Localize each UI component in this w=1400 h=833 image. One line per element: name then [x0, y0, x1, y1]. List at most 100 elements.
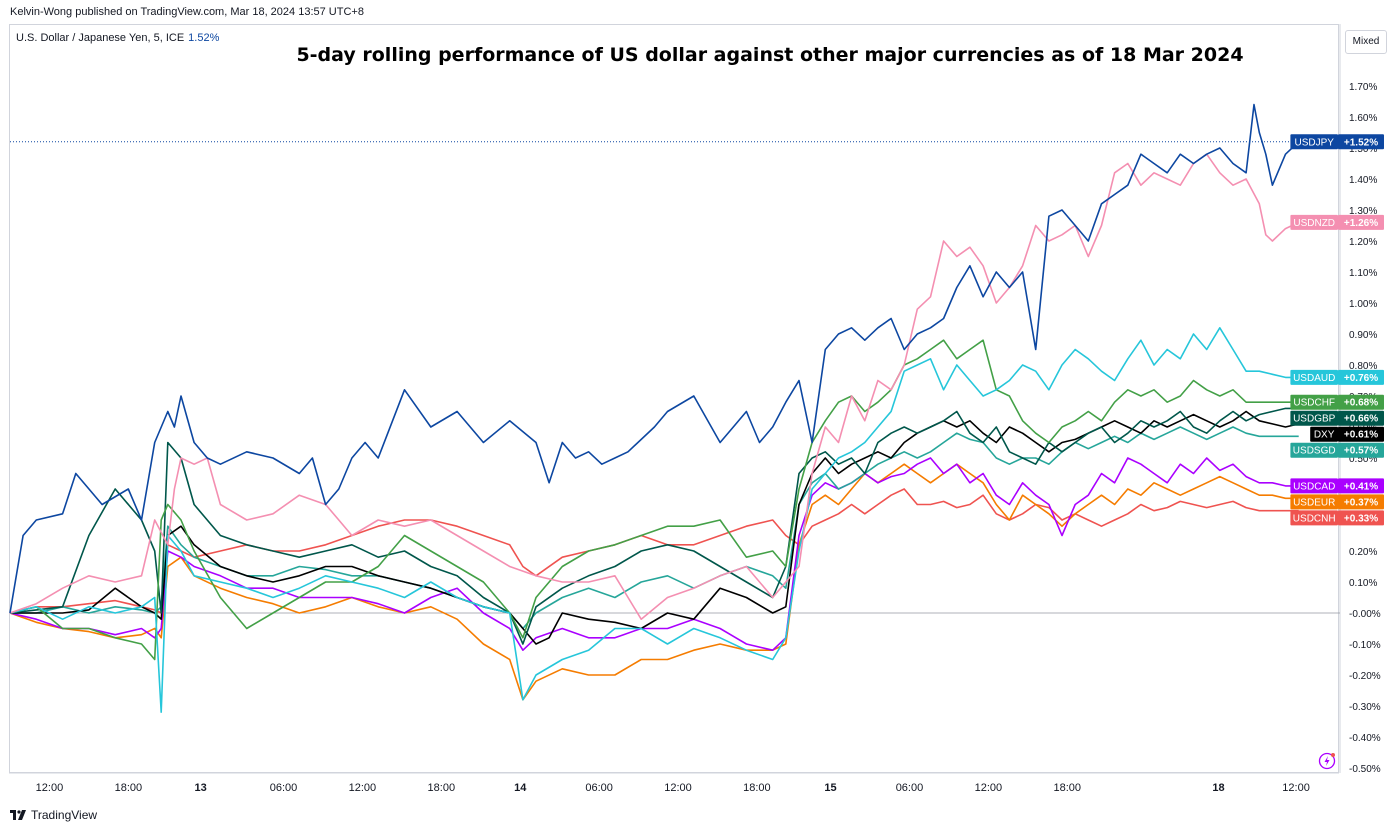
- series-value-bg: [1338, 369, 1384, 385]
- x-tick-label: 06:00: [896, 782, 924, 794]
- x-tick-label: 15: [824, 782, 836, 794]
- lightning-alert-icon[interactable]: [1318, 752, 1336, 770]
- footer-brand-text: TradingView: [31, 808, 98, 822]
- series-label-usdjpy: USDJPY +1.52%: [1290, 134, 1384, 150]
- series-label-usdcad: USDCAD +0.41%: [1290, 478, 1384, 494]
- series-line-usdjpy: [9, 103, 1300, 614]
- series-name-bg: [1290, 478, 1338, 494]
- series-value-text: +1.52%: [1344, 137, 1378, 148]
- x-tick-label: 12:00: [1282, 782, 1310, 794]
- series-name-bg: [1290, 410, 1338, 426]
- series-label-usdcnh: USDCNH +0.33%: [1290, 510, 1384, 526]
- series-line-usdeur: [9, 463, 1299, 701]
- series-name-text: USDEUR: [1293, 497, 1335, 508]
- series-label-usdchf: USDCHF +0.68%: [1290, 394, 1384, 410]
- x-tick-label: 06:00: [270, 782, 298, 794]
- x-tick-label: 14: [514, 782, 527, 794]
- series-value-bg: [1338, 134, 1384, 150]
- x-tick-label: 18: [1212, 782, 1224, 794]
- x-tick-label: 12:00: [36, 782, 64, 794]
- x-tick-label: 12:00: [975, 782, 1003, 794]
- series-line-usdchf: [9, 339, 1299, 661]
- series-line-usdcad: [9, 457, 1299, 652]
- series-label-usdeur: USDEUR +0.37%: [1290, 494, 1384, 510]
- series-value-text: +0.41%: [1344, 481, 1378, 492]
- series-value-text: +0.61%: [1344, 430, 1378, 441]
- y-tick-label: -0.20%: [1349, 671, 1381, 682]
- series-value-text: +0.33%: [1344, 513, 1378, 524]
- series-name-text: USDCHF: [1293, 398, 1335, 409]
- chart-title: 5-day rolling performance of US dollar a…: [296, 44, 1244, 66]
- series-name-text: DXY: [1314, 430, 1335, 441]
- series-name-bg: [1290, 214, 1338, 230]
- y-tick-label: -0.50%: [1349, 764, 1381, 775]
- footer-branding: TradingView: [10, 808, 97, 822]
- y-tick-label: 1.30%: [1349, 206, 1377, 217]
- series-name-bg: [1290, 494, 1338, 510]
- y-tick-label: 1.10%: [1349, 268, 1377, 279]
- x-tick-label: 18:00: [1053, 782, 1081, 794]
- series-label-usdnzd: USDNZD +1.26%: [1290, 214, 1384, 230]
- y-tick-label: -0.30%: [1349, 702, 1381, 713]
- series-name-text: USDCNH: [1293, 513, 1336, 524]
- series-value-bg: [1338, 510, 1384, 526]
- series-line-usdsgd: [10, 426, 1299, 630]
- series-line-usdgbp: [9, 407, 1299, 645]
- series-value-text: +0.66%: [1344, 414, 1378, 425]
- series-value-text: +0.76%: [1344, 373, 1378, 384]
- symbol-legend[interactable]: U.S. Dollar / Japanese Yen, 5, ICE 1.52%: [16, 32, 219, 44]
- series-value-bg: [1338, 410, 1384, 426]
- series-name-text: USDJPY: [1294, 137, 1334, 148]
- y-tick-label: 0.80%: [1349, 361, 1377, 372]
- series-label-usdgbp: USDGBP +0.66%: [1290, 410, 1384, 426]
- series-name-bg: [1290, 394, 1338, 410]
- y-tick-label: -0.40%: [1349, 733, 1381, 744]
- series-value-bg: [1338, 478, 1384, 494]
- tradingview-logo-icon: [10, 809, 26, 820]
- symbol-legend-value: 1.52%: [188, 32, 220, 44]
- x-tick-label: 18:00: [743, 782, 771, 794]
- series-name-bg: [1290, 510, 1338, 526]
- x-tick-label: 13: [195, 782, 207, 794]
- y-tick-label: 1.00%: [1349, 299, 1377, 310]
- series-value-bg: [1338, 214, 1384, 230]
- series-name-bg: [1290, 134, 1338, 150]
- y-tick-label: 1.70%: [1349, 82, 1377, 93]
- series-value-bg: [1338, 494, 1384, 510]
- series-value-text: +0.68%: [1344, 398, 1378, 409]
- x-tick-label: 12:00: [349, 782, 377, 794]
- series-value-bg: [1338, 426, 1384, 442]
- series-name-text: USDGBP: [1293, 414, 1336, 425]
- series-name-text: USDSGD: [1293, 446, 1336, 457]
- y-tick-label: -0.00%: [1349, 609, 1381, 620]
- series-name-text: USDCAD: [1293, 481, 1335, 492]
- y-tick-label: 1.40%: [1349, 175, 1377, 186]
- series-name-bg: [1310, 426, 1338, 442]
- x-tick-label: 06:00: [585, 782, 613, 794]
- published-by-header: Kelvin-Wong published on TradingView.com…: [10, 6, 364, 18]
- series-label-usdaud: USDAUD +0.76%: [1290, 369, 1384, 385]
- series-value-text: +1.26%: [1344, 218, 1378, 229]
- y-tick-label: 0.90%: [1349, 330, 1377, 341]
- series-line-usdcnh: [9, 488, 1299, 614]
- y-tick-label: 0.10%: [1349, 578, 1377, 589]
- series-name-bg: [1290, 369, 1338, 385]
- series-value-bg: [1338, 394, 1384, 410]
- series-line-usdnzd: [9, 153, 1300, 621]
- scale-mode-button[interactable]: Mixed: [1345, 30, 1387, 54]
- series-name-text: USDNZD: [1293, 218, 1335, 229]
- series-value-bg: [1338, 442, 1384, 458]
- series-label-usdsgd: USDSGD +0.57%: [1290, 442, 1384, 458]
- symbol-legend-text: U.S. Dollar / Japanese Yen, 5, ICE: [16, 32, 185, 44]
- y-tick-label: 0.20%: [1349, 547, 1377, 558]
- x-tick-label: 18:00: [428, 782, 456, 794]
- x-tick-label: 18:00: [115, 782, 143, 794]
- y-tick-label: -0.10%: [1349, 640, 1381, 651]
- x-tick-label: 12:00: [664, 782, 692, 794]
- series-name-bg: [1290, 442, 1338, 458]
- series-label-dxy: DXY +0.61%: [1310, 426, 1384, 442]
- y-tick-label: 1.50%: [1349, 144, 1377, 155]
- series-value-text: +0.37%: [1344, 497, 1378, 508]
- series-line-usdaud: [9, 326, 1299, 714]
